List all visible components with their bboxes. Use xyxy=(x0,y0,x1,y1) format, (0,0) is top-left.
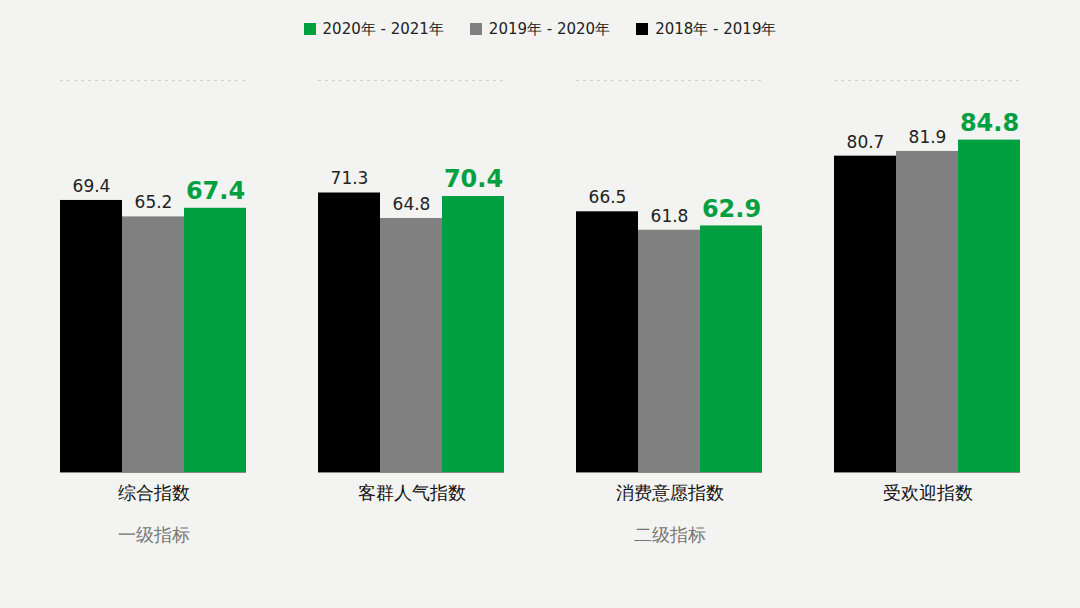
svg-text:消费意愿指数: 消费意愿指数 xyxy=(616,482,724,503)
svg-text:综合指数: 综合指数 xyxy=(118,482,190,503)
svg-text:69.4: 69.4 xyxy=(73,176,111,196)
html-text:2020年 - 2021年: 2020年 - 2021年 xyxy=(322,19,444,38)
svg-text:一级指标: 一级指标 xyxy=(118,524,190,545)
svg-text:81.9: 81.9 xyxy=(909,127,947,147)
html-text:2019年 - 2020年: 2019年 - 2020年 xyxy=(488,19,611,38)
svg-text:客群人气指数: 客群人气指数 xyxy=(358,482,466,503)
svg-text:70.4: 70.4 xyxy=(444,165,503,193)
svg-text:84.8: 84.8 xyxy=(960,109,1019,137)
svg-text:66.5: 66.5 xyxy=(589,187,627,207)
svg-text:受欢迎指数: 受欢迎指数 xyxy=(883,482,973,503)
svg-text:64.8: 64.8 xyxy=(393,194,431,214)
svg-text:二级指标: 二级指标 xyxy=(634,524,706,545)
svg-text:80.7: 80.7 xyxy=(847,132,885,152)
svg-text:71.3: 71.3 xyxy=(331,168,369,188)
svg-text:61.8: 61.8 xyxy=(651,206,689,226)
svg-text:67.4: 67.4 xyxy=(186,177,245,205)
svg-text:65.2: 65.2 xyxy=(135,192,173,212)
svg-text:62.9: 62.9 xyxy=(702,195,761,223)
html-text:2018年 - 2019年: 2018年 - 2019年 xyxy=(655,19,777,38)
